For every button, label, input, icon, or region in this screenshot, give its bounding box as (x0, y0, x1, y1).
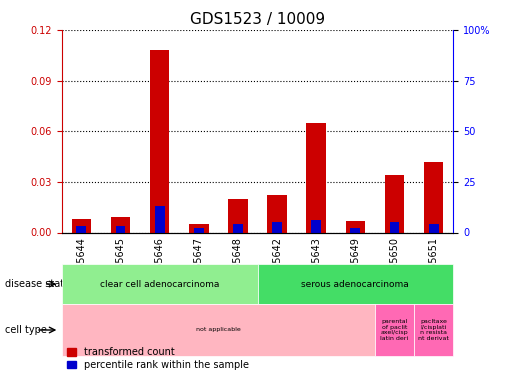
Bar (154, 206, 164, 232)
Text: parental
of paclit
axel/cisp
latin deri: parental of paclit axel/cisp latin deri (381, 319, 408, 341)
Bar (311, 220, 321, 232)
Bar (424, 162, 443, 232)
Text: not applicable: not applicable (196, 327, 241, 333)
Bar (389, 222, 400, 232)
Bar (194, 228, 203, 232)
Text: pacltaxe
l/cisplati
n resista
nt derivat: pacltaxe l/cisplati n resista nt derivat (418, 319, 449, 341)
Bar (306, 123, 326, 232)
Bar (189, 224, 209, 232)
Bar (428, 224, 438, 232)
Legend: transformed count, percentile rank within the sample: transformed count, percentile rank withi… (66, 347, 249, 370)
Text: clear cell adenocarcinoma: clear cell adenocarcinoma (100, 280, 219, 289)
Text: serous adenocarcinoma: serous adenocarcinoma (301, 280, 409, 289)
Bar (272, 222, 282, 232)
Bar (350, 228, 360, 232)
Bar (115, 226, 125, 232)
Bar (267, 195, 287, 232)
Bar (385, 175, 404, 232)
Title: GDS1523 / 10009: GDS1523 / 10009 (190, 12, 325, 27)
Bar (228, 199, 248, 232)
Bar (233, 224, 243, 232)
Text: disease state: disease state (5, 279, 70, 289)
Text: cell type: cell type (5, 325, 47, 335)
Bar (111, 217, 130, 232)
Bar (72, 219, 91, 232)
Bar (150, 50, 169, 232)
Bar (346, 220, 365, 232)
Bar (76, 226, 86, 232)
